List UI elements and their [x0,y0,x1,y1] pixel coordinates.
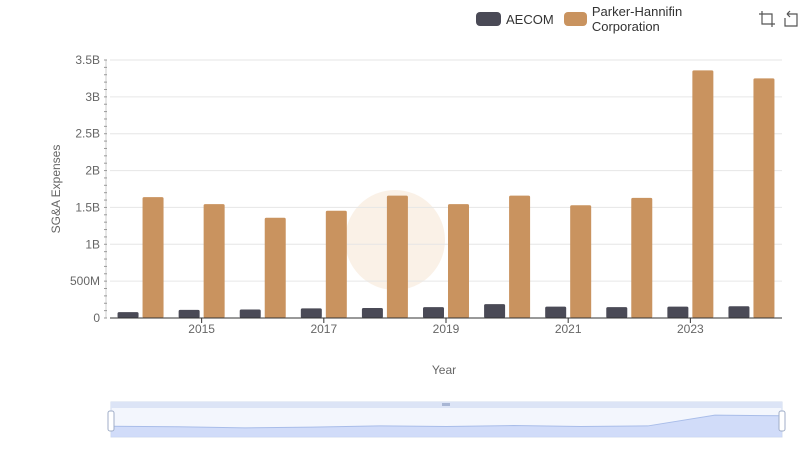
y-tick-label: 2.5B [75,127,100,141]
bar-parker-hannifin-2019[interactable] [448,204,469,318]
y-tick-label: 1B [85,237,100,251]
bar-aecom-2023[interactable] [667,306,689,318]
bar-aecom-2020[interactable] [484,304,506,318]
legend-swatch-aecom [476,12,501,26]
legend-swatch-parker-hannifin [563,12,587,26]
x-axis: 2015 2017 2019 2021 2023 [110,317,782,336]
bar-parker-hannifin-2014[interactable] [142,197,164,318]
bar-aecom-2021[interactable] [545,306,567,318]
y-tick-label: 1.5B [75,200,100,214]
x-axis-title: Year [432,363,456,377]
x-tick-label: 2015 [188,322,215,336]
y-axis-title: SG&A Expenses [49,145,63,234]
bar-parker-hannifin-2018[interactable] [386,195,408,318]
x-tick-label: 2019 [433,322,460,336]
legend-item-parker-hannifin[interactable]: Parker-Hannifin Corporation [563,4,742,34]
zoom-preview-line [110,414,783,429]
legend-label-parker-hannifin: Parker-Hannifin Corporation [591,4,683,34]
bar-aecom-2014[interactable] [117,312,139,318]
x-tick-label: 2021 [555,322,582,336]
data-zoom-slider[interactable] [107,401,786,438]
y-tick-label: 0 [93,311,100,325]
y-tick-label: 500M [70,274,100,288]
bar-aecom-2024[interactable] [728,306,750,318]
bar-parker-hannifin-2020[interactable] [509,195,531,318]
legend-item-aecom[interactable]: AECOM [476,12,554,27]
y-tick-label: 2B [85,164,100,178]
bar-aecom-2019[interactable] [423,307,444,318]
crop-icon[interactable] [758,10,776,28]
bar-parker-hannifin-2024[interactable] [753,78,775,318]
bar-parker-hannifin-2022[interactable] [631,197,653,318]
bar-parker-hannifin-2017[interactable] [325,210,347,318]
bar-parker-hannifin-2021[interactable] [570,205,592,318]
y-axis: 0 500M 1B 1.5B 2B 2.5B 3B 3.5B [70,53,107,325]
zoom-handle-left[interactable] [107,410,115,432]
x-tick-label: 2017 [310,322,337,336]
bar-parker-hannifin-2016[interactable] [264,217,286,318]
bar-parker-hannifin-2023[interactable] [692,70,714,318]
bar-parker-hannifin-2015[interactable] [203,204,225,318]
y-tick-label: 3.5B [75,53,100,67]
legend: AECOM Parker-Hannifin Corporation [476,4,800,34]
bar-aecom-2022[interactable] [606,307,628,318]
x-tick-label: 2023 [677,322,704,336]
zoom-preview-area [111,415,782,437]
legend-label-aecom: AECOM [506,11,554,27]
bar-aecom-2015[interactable] [178,309,200,318]
bar-aecom-2018[interactable] [361,308,383,318]
zoom-move-grip[interactable] [442,403,450,406]
y-tick-label: 3B [85,90,100,104]
bar-aecom-2017[interactable] [300,308,322,318]
zoom-handle-right[interactable] [778,410,786,432]
bars [117,70,775,318]
bar-aecom-2016[interactable] [239,309,261,318]
restore-icon[interactable] [782,10,800,28]
